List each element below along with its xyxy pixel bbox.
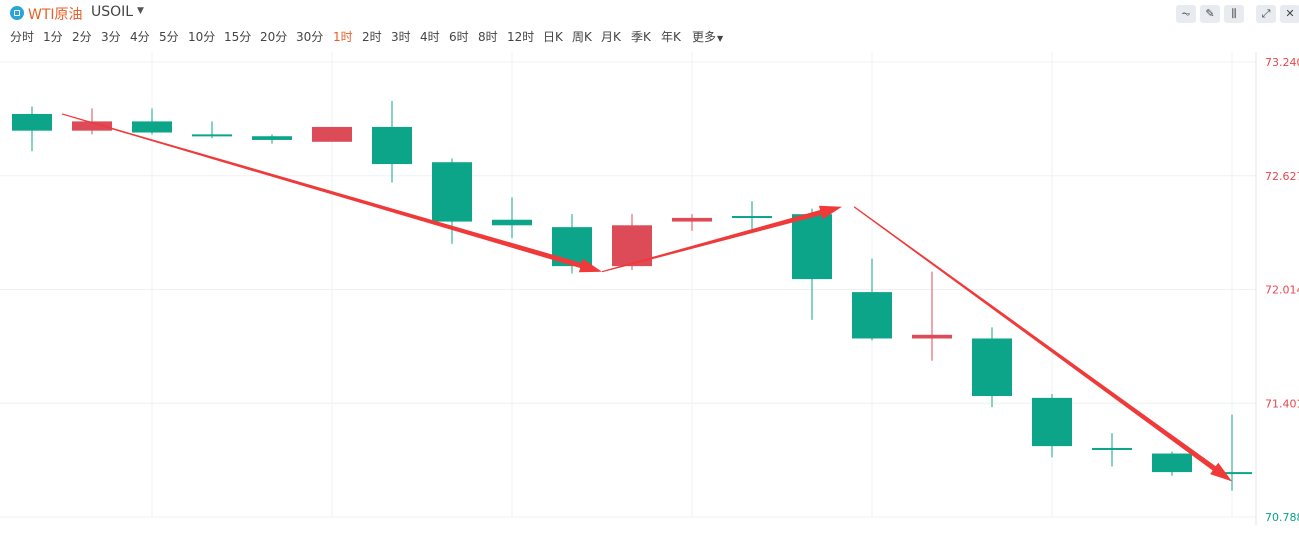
candle-body <box>372 126 412 165</box>
period-30min[interactable]: 30分 <box>296 30 324 44</box>
caret-down-icon[interactable]: ▼ <box>137 6 144 16</box>
period-year[interactable]: 年K <box>661 30 681 44</box>
period-20min[interactable]: 20分 <box>260 30 288 44</box>
period-8hour[interactable]: 8时 <box>478 30 498 44</box>
period-5min[interactable]: 5分 <box>159 30 179 44</box>
period-3hour[interactable]: 3时 <box>391 30 411 44</box>
period-1hour[interactable]: 1时 <box>333 30 353 44</box>
price-tick-label: 70.788 <box>1265 511 1299 524</box>
price-tick-label: 72.014 <box>1265 284 1299 297</box>
candle-style-icon[interactable]: ⫼ <box>1224 5 1244 23</box>
candle-body <box>1092 447 1132 450</box>
draw-icon[interactable]: ✎ <box>1200 5 1220 23</box>
expand-icon[interactable]: ⤢ <box>1256 5 1276 23</box>
period-week[interactable]: 周K <box>572 30 592 44</box>
symbol-name[interactable]: WTI原油 <box>28 7 83 23</box>
price-tick-label: 73.240 <box>1265 56 1299 69</box>
candle-body <box>432 162 472 222</box>
period-6hour[interactable]: 6时 <box>449 30 469 44</box>
candle-body <box>312 126 352 142</box>
candle-body <box>972 338 1012 397</box>
period-10min[interactable]: 10分 <box>188 30 216 44</box>
symbol-code[interactable]: USOIL <box>91 4 134 20</box>
period-bar: 分时 1分 2分 3分 4分 5分 10分 15分 20分 30分 1时 2时 … <box>0 28 760 46</box>
candle-body <box>672 217 712 222</box>
period-month[interactable]: 月K <box>601 30 621 44</box>
period-1min[interactable]: 1分 <box>43 30 63 44</box>
period-more[interactable]: 更多▼ <box>692 28 723 45</box>
chart-grid <box>0 52 1257 525</box>
candle-body <box>912 334 952 339</box>
period-day[interactable]: 日K <box>543 30 563 44</box>
price-tick-label: 72.627 <box>1265 170 1299 183</box>
candle-body <box>792 214 832 280</box>
trend-arrows <box>61 113 1232 482</box>
candle-body <box>132 121 172 133</box>
caret-down-icon[interactable]: ▼ <box>717 34 724 43</box>
candle-body <box>1032 397 1072 447</box>
period-2hour[interactable]: 2时 <box>362 30 382 44</box>
period-more-label[interactable]: 更多 <box>692 30 717 44</box>
period-4hour[interactable]: 4时 <box>420 30 440 44</box>
trend-arrow <box>601 205 842 273</box>
candle-body <box>12 113 52 131</box>
price-axis: 73.240 72.627 72.014 71.401 70.788 <box>1265 56 1299 524</box>
candle-body <box>732 216 772 219</box>
top-bar: WTI原油 USOIL ▼ ⏦ ✎ ⫼ ⤢ ✕ <box>0 0 1299 26</box>
trend-arrow <box>853 206 1232 482</box>
close-icon[interactable]: ✕ <box>1280 5 1299 23</box>
period-15min[interactable]: 15分 <box>224 30 252 44</box>
period-2min[interactable]: 2分 <box>72 30 92 44</box>
candle-body <box>252 136 292 140</box>
candle-body <box>492 219 532 226</box>
candle-body <box>852 292 892 339</box>
period-3min[interactable]: 3分 <box>101 30 121 44</box>
candle-body <box>1152 453 1192 473</box>
candle-body <box>192 134 232 137</box>
price-tick-label: 71.401 <box>1265 397 1299 410</box>
period-fenshi[interactable]: 分时 <box>10 30 35 44</box>
candles <box>12 100 1252 491</box>
symbol-logo-icon <box>10 6 24 20</box>
candle-body <box>1212 472 1252 475</box>
candle-body <box>72 121 112 131</box>
period-4min[interactable]: 4分 <box>130 30 150 44</box>
period-quarter[interactable]: 季K <box>631 30 651 44</box>
trend-arrow <box>61 113 603 273</box>
period-12hour[interactable]: 12时 <box>507 30 535 44</box>
line-style-icon[interactable]: ⏦ <box>1176 5 1196 23</box>
